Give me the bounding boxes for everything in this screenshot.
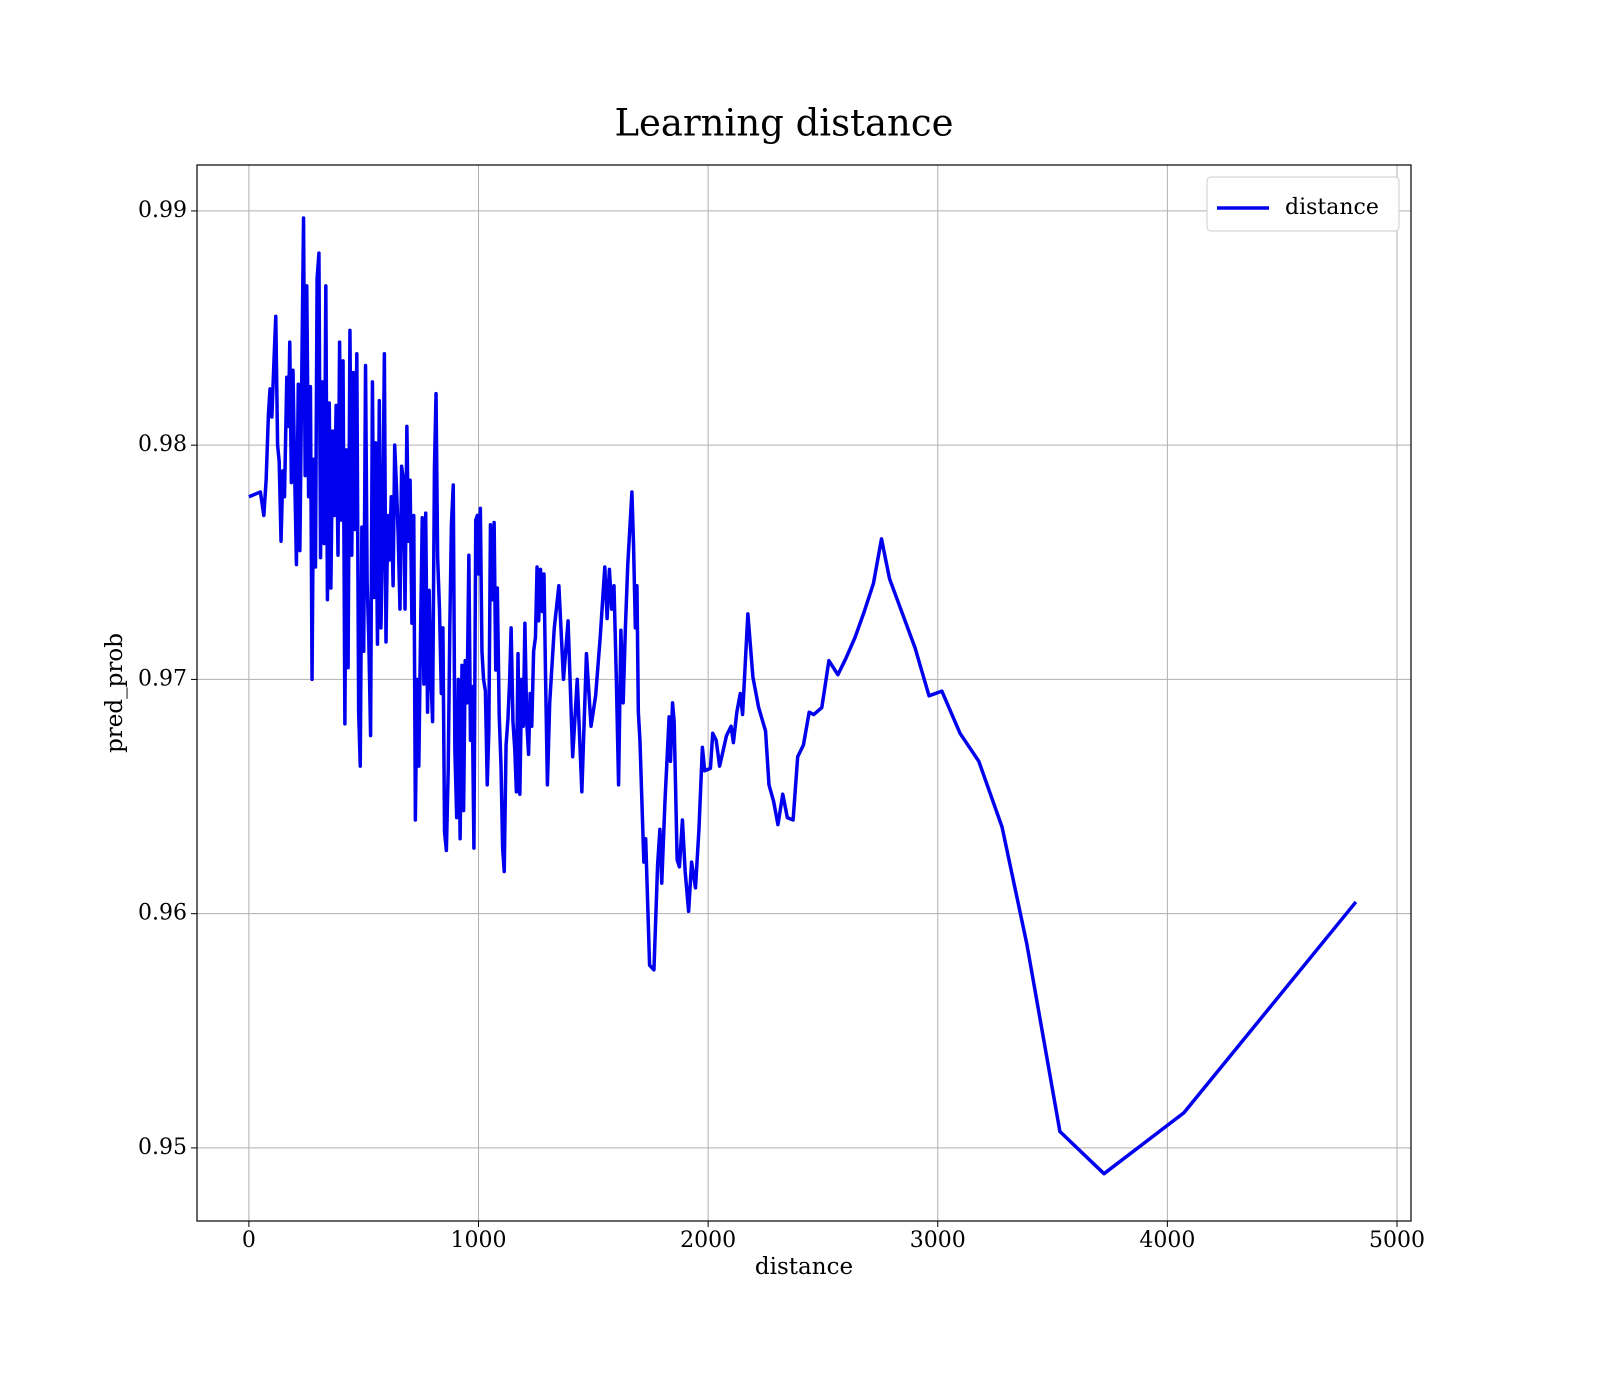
y-tick-label: 0.97 (138, 666, 187, 691)
x-tick-label: 4000 (1139, 1228, 1195, 1253)
legend-box (1206, 176, 1400, 232)
plot-frame (196, 164, 1412, 1222)
data-line (248, 216, 1358, 1176)
x-axis-label: distance (755, 1254, 853, 1280)
x-tick-label: 1000 (451, 1228, 507, 1253)
y-axis-label: pred_prob (102, 633, 128, 753)
chart-title: Learning distance (614, 102, 953, 145)
x-tick-label: 3000 (910, 1228, 966, 1253)
legend-label: distance (1285, 195, 1379, 220)
x-tick-label: 0 (242, 1228, 256, 1253)
y-tick-label: 0.95 (138, 1135, 187, 1160)
x-tick-label: 5000 (1369, 1228, 1425, 1253)
y-tick-label: 0.96 (138, 901, 187, 926)
y-tick-label: 0.99 (138, 198, 187, 223)
y-tick-label: 0.98 (138, 432, 187, 457)
x-tick-label: 2000 (680, 1228, 736, 1253)
